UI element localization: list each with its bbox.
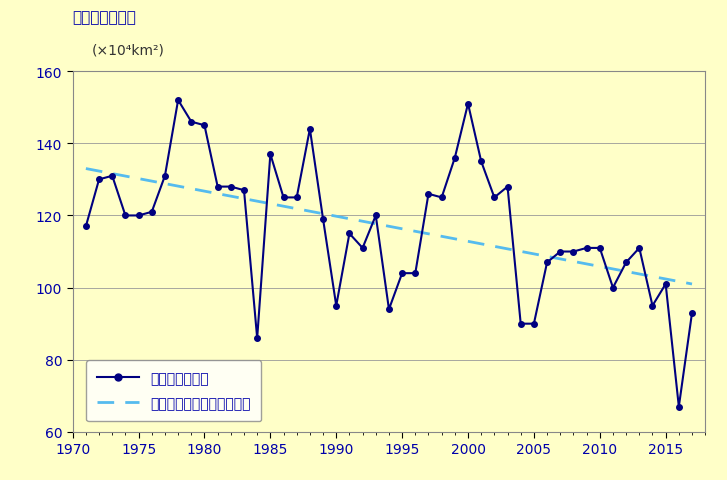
Text: (×10⁴km²): (×10⁴km²) <box>92 44 164 58</box>
Text: 最大海氷域面積: 最大海氷域面積 <box>73 10 137 25</box>
Legend: 最大海氷域面積, 最大海氷域面積の変化傾向: 最大海氷域面積, 最大海氷域面積の変化傾向 <box>86 360 262 421</box>
